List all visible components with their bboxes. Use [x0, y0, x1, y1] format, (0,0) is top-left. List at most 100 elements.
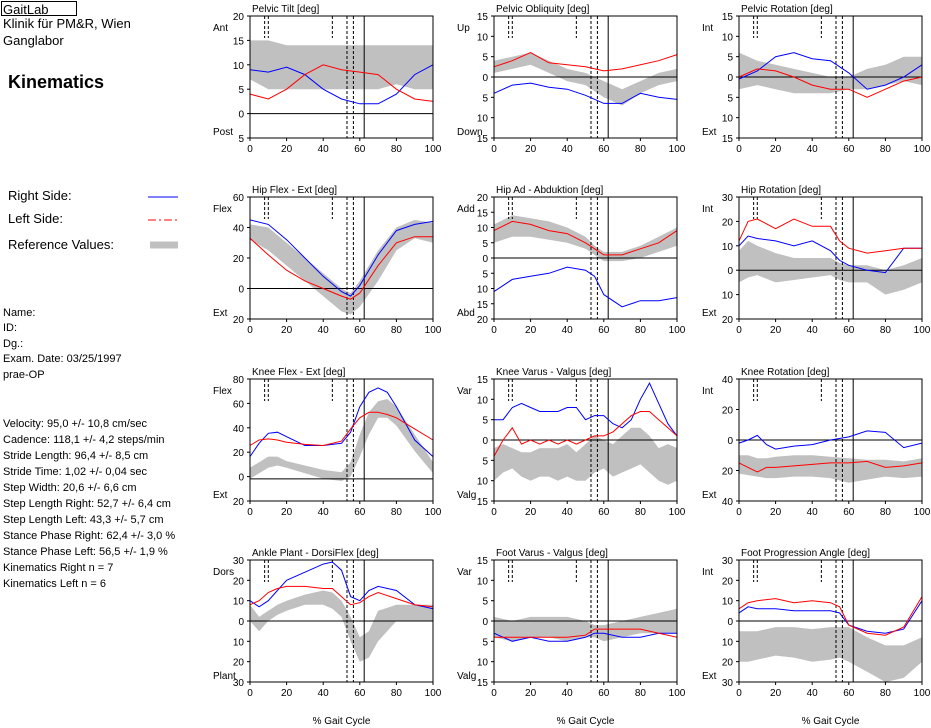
y-tick-label: 20	[477, 193, 489, 204]
top-side-label: Add	[457, 204, 475, 215]
chart-1	[491, 15, 678, 141]
y-tick-label: 20	[722, 315, 734, 326]
y-tick-label: 20	[233, 254, 245, 265]
x-tick-label: 80	[391, 507, 403, 518]
x-tick-label: 60	[843, 144, 855, 155]
x-tick-label: 0	[736, 325, 742, 336]
x-tick-label: 100	[914, 144, 931, 155]
y-tick-label: 0	[238, 110, 244, 121]
y-tick-label: 15	[477, 375, 489, 386]
y-tick-label: 30	[722, 556, 734, 567]
x-tick-label: 60	[843, 507, 855, 518]
y-tick-label: 20	[722, 217, 734, 228]
legend-reference-label: Reference Values:	[8, 237, 114, 252]
reference-band	[739, 455, 922, 483]
param-step-width: Step Width: 20,6 +/- 6,6 cm	[3, 482, 137, 494]
x-tick-label: 100	[425, 325, 442, 336]
x-tick-label: 20	[525, 144, 537, 155]
y-tick-label: 30	[233, 556, 245, 567]
x-tick-label: 40	[318, 688, 330, 699]
chart-title: Ankle Plant - DorsiFlex [deg]	[252, 548, 379, 559]
x-tick-label: 40	[807, 688, 819, 699]
y-tick-label: 5	[482, 456, 488, 467]
x-tick-label: 80	[391, 688, 403, 699]
y-tick-label: 5	[727, 93, 733, 104]
y-tick-label: 10	[233, 61, 245, 72]
chart-title: Knee Varus - Valgus [deg]	[496, 367, 611, 378]
y-tick-label: 20	[233, 315, 245, 326]
y-tick-label: 10	[722, 242, 734, 253]
patient-id: ID:	[3, 322, 18, 334]
x-tick-label: 0	[247, 325, 253, 336]
x-tick-label: 20	[770, 688, 782, 699]
y-tick-label: 10	[722, 597, 734, 608]
top-side-label: Flex	[213, 386, 232, 397]
top-side-label: Var	[457, 386, 472, 397]
x-tick-label: 0	[491, 325, 497, 336]
bottom-side-label: Post	[213, 127, 233, 138]
y-tick-label: 10	[477, 114, 489, 125]
x-tick-label: 100	[425, 507, 442, 518]
chart-title: Knee Rotation [deg]	[741, 367, 830, 378]
chart-0	[247, 15, 434, 141]
x-tick-label: 40	[562, 688, 574, 699]
param-stride-length: Stride Length: 96,4 +/- 8,5 cm	[3, 450, 149, 462]
x-tick-label: 40	[562, 144, 574, 155]
chart-11	[736, 559, 923, 685]
y-tick-label: 5	[482, 239, 488, 250]
y-tick-label: 40	[233, 424, 245, 435]
bottom-side-label: Valg	[457, 490, 476, 501]
x-tick-label: 100	[914, 507, 931, 518]
bottom-side-label: Ext	[702, 308, 717, 319]
y-tick-label: 15	[477, 556, 489, 567]
x-tick-label: 40	[318, 325, 330, 336]
reference-band	[494, 608, 677, 642]
y-tick-label: 0	[727, 436, 733, 447]
y-tick-label: 30	[233, 678, 245, 689]
bottom-side-label: Plant	[213, 671, 236, 682]
y-tick-label: 5	[482, 53, 488, 64]
param-stance-right: Stance Phase Right: 62,4 +/- 3,0 %	[3, 530, 176, 542]
x-tick-label: 60	[598, 144, 610, 155]
x-tick-label: 0	[736, 688, 742, 699]
reference-band	[739, 627, 922, 682]
chart-title: Pelvic Rotation [deg]	[741, 4, 833, 15]
series-left-line	[249, 236, 433, 300]
y-tick-label: 60	[233, 193, 245, 204]
series-right-line	[249, 64, 434, 105]
reference-band	[739, 52, 922, 94]
y-tick-label: 10	[477, 395, 489, 406]
chart-6	[247, 378, 434, 504]
param-velocity: Velocity: 95,0 +/- 10,8 cm/sec	[3, 418, 147, 430]
x-axis-label: % Gait Cycle	[313, 716, 371, 727]
param-kinematics-right-n: Kinematics Right n = 7	[3, 562, 114, 574]
y-tick-label: 5	[482, 597, 488, 608]
series-right-line	[249, 219, 434, 297]
x-tick-label: 100	[425, 144, 442, 155]
y-tick-label: 10	[477, 477, 489, 488]
institution-name: Klinik für PM&R, Wien	[3, 16, 131, 31]
exam-date: Exam. Date: 03/25/1997	[3, 353, 122, 365]
series-right-line	[738, 430, 923, 450]
y-tick-label: 15	[722, 12, 734, 23]
y-tick-label: 10	[477, 224, 489, 235]
y-tick-label: 5	[238, 85, 244, 96]
x-tick-label: 80	[635, 144, 647, 155]
x-tick-label: 80	[880, 325, 892, 336]
y-tick-label: 0	[238, 617, 244, 628]
param-kinematics-left-n: Kinematics Left n = 6	[3, 578, 107, 590]
chart-title: Hip Ad - Abduktion [deg]	[496, 185, 604, 196]
plot-frame	[249, 378, 434, 502]
top-side-label: Int	[702, 204, 713, 215]
param-step-length-left: Step Length Left: 43,3 +/- 5,7 cm	[3, 514, 164, 526]
chart-title: Hip Flex - Ext [deg]	[252, 185, 337, 196]
exam-condition: prae-OP	[3, 369, 45, 381]
y-tick-label: 15	[477, 678, 489, 689]
x-tick-label: 80	[391, 144, 403, 155]
y-tick-label: 15	[477, 12, 489, 23]
x-tick-label: 0	[491, 507, 497, 518]
x-tick-label: 60	[598, 325, 610, 336]
y-tick-label: 0	[727, 73, 733, 84]
x-tick-label: 40	[807, 325, 819, 336]
legend-right-label: Right Side:	[8, 188, 72, 203]
